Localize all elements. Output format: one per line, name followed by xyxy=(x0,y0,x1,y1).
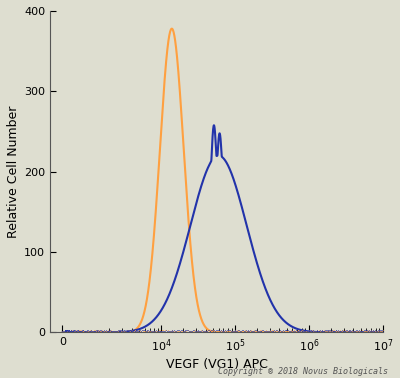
Y-axis label: Relative Cell Number: Relative Cell Number xyxy=(7,105,20,238)
Text: Copyright ® 2018 Novus Biologicals: Copyright ® 2018 Novus Biologicals xyxy=(218,367,388,376)
X-axis label: VEGF (VG1) APC: VEGF (VG1) APC xyxy=(166,358,267,371)
